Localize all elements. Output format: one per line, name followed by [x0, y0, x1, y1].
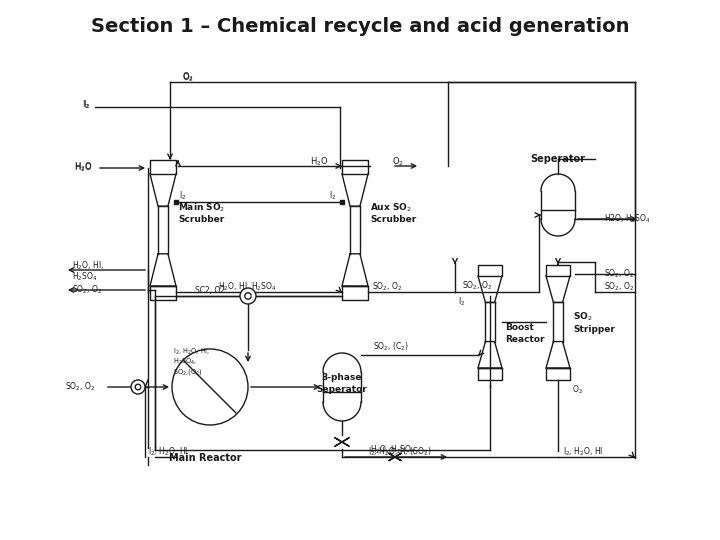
Text: Scrubber: Scrubber	[370, 215, 416, 225]
Text: H$_2$SO$_4$,: H$_2$SO$_4$,	[173, 357, 197, 367]
Text: SO$_2$, O$_2$: SO$_2$, O$_2$	[372, 281, 402, 293]
Text: I$_2$, H$_2$O, H, (SO$_2$): I$_2$, H$_2$O, H, (SO$_2$)	[368, 446, 431, 458]
Text: Seperator: Seperator	[530, 154, 585, 164]
Text: H$_2$SO$_4$: H$_2$SO$_4$	[72, 271, 97, 284]
Text: I$_2$: I$_2$	[329, 190, 336, 202]
Text: SO$_2$, O$_2$: SO$_2$, O$_2$	[604, 268, 634, 280]
Circle shape	[131, 380, 145, 394]
Text: SO$_2$, O$_2$: SO$_2$, O$_2$	[72, 284, 102, 296]
Text: Main SO$_2$: Main SO$_2$	[178, 202, 225, 214]
Text: H$_2$O: H$_2$O	[74, 162, 92, 174]
Text: SO$_2$, O$_2$: SO$_2$, O$_2$	[65, 381, 96, 393]
Text: SO$_2$,(O$_2$): SO$_2$,(O$_2$)	[173, 367, 203, 377]
Text: I$_2$, H$_2$O, HI: I$_2$, H$_2$O, HI	[563, 446, 603, 458]
Text: Reactor: Reactor	[505, 334, 544, 343]
Text: I$_2$, H$_2$O, HI: I$_2$, H$_2$O, HI	[148, 446, 189, 458]
Text: H$_2$O, HI, H$_2$SO$_4$: H$_2$O, HI, H$_2$SO$_4$	[218, 281, 276, 293]
Text: O$_2$: O$_2$	[182, 72, 194, 84]
Text: I$_2$, H$_2$O, HI,: I$_2$, H$_2$O, HI,	[173, 347, 210, 357]
Text: O$_2$: O$_2$	[392, 156, 404, 168]
Text: Main Reactor: Main Reactor	[168, 453, 241, 463]
Text: I$_2$: I$_2$	[458, 296, 465, 308]
Text: SO$_2$, O$_2$: SO$_2$, O$_2$	[462, 280, 492, 292]
Text: I$_2$: I$_2$	[82, 99, 90, 111]
Text: Aux SO$_2$: Aux SO$_2$	[370, 202, 412, 214]
Text: 3-phase: 3-phase	[322, 373, 362, 381]
Text: Seperator: Seperator	[317, 386, 367, 395]
Text: Scrubber: Scrubber	[178, 215, 224, 225]
Circle shape	[240, 288, 256, 304]
Text: SC2, O2: SC2, O2	[195, 286, 225, 294]
Text: H$_2$O, HI,: H$_2$O, HI,	[72, 260, 104, 272]
Text: H$_2$O: H$_2$O	[310, 156, 328, 168]
Text: I$_2$: I$_2$	[83, 99, 91, 111]
Text: I$_2$: I$_2$	[179, 190, 186, 202]
Text: O$_2$: O$_2$	[182, 71, 194, 83]
Text: H$_2$O: H$_2$O	[74, 161, 92, 173]
Text: SO$_2$, O$_2$: SO$_2$, O$_2$	[604, 281, 634, 293]
Text: H2O, H$_2$SO$_4$: H2O, H$_2$SO$_4$	[604, 213, 651, 225]
Text: Section 1 – Chemical recycle and acid generation: Section 1 – Chemical recycle and acid ge…	[91, 17, 629, 37]
Text: Stripper: Stripper	[573, 325, 615, 334]
Text: O$_2$: O$_2$	[572, 383, 583, 396]
Text: SO$_2$, (C$_2$): SO$_2$, (C$_2$)	[373, 341, 409, 353]
Circle shape	[172, 349, 248, 425]
Text: Boost: Boost	[505, 322, 534, 332]
Text: SO$_2$: SO$_2$	[573, 310, 593, 323]
Text: H$_2$O, H$_2$SO$_4$: H$_2$O, H$_2$SO$_4$	[370, 444, 415, 456]
